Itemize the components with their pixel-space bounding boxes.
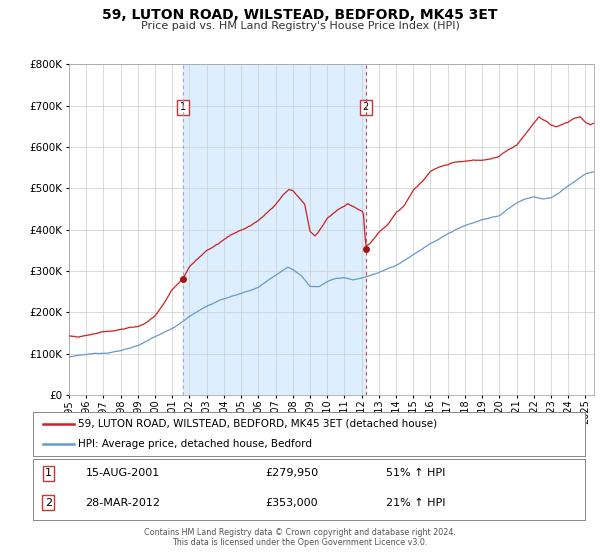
Text: HPI: Average price, detached house, Bedford: HPI: Average price, detached house, Bedf… <box>78 439 312 449</box>
Text: 15-AUG-2001: 15-AUG-2001 <box>85 468 160 478</box>
Text: 2: 2 <box>45 498 52 508</box>
Text: This data is licensed under the Open Government Licence v3.0.: This data is licensed under the Open Gov… <box>172 538 428 547</box>
Text: 59, LUTON ROAD, WILSTEAD, BEDFORD, MK45 3ET (detached house): 59, LUTON ROAD, WILSTEAD, BEDFORD, MK45 … <box>78 419 437 429</box>
Text: Contains HM Land Registry data © Crown copyright and database right 2024.: Contains HM Land Registry data © Crown c… <box>144 528 456 536</box>
Text: 51% ↑ HPI: 51% ↑ HPI <box>386 468 446 478</box>
Text: 28-MAR-2012: 28-MAR-2012 <box>85 498 160 508</box>
Text: 59, LUTON ROAD, WILSTEAD, BEDFORD, MK45 3ET: 59, LUTON ROAD, WILSTEAD, BEDFORD, MK45 … <box>102 8 498 22</box>
Text: 1: 1 <box>180 102 186 113</box>
Text: Price paid vs. HM Land Registry's House Price Index (HPI): Price paid vs. HM Land Registry's House … <box>140 21 460 31</box>
Text: £353,000: £353,000 <box>265 498 317 508</box>
Bar <box>183 64 366 395</box>
Text: 2: 2 <box>362 102 369 113</box>
Text: 1: 1 <box>45 468 52 478</box>
Text: 21% ↑ HPI: 21% ↑ HPI <box>386 498 446 508</box>
Text: £279,950: £279,950 <box>265 468 318 478</box>
